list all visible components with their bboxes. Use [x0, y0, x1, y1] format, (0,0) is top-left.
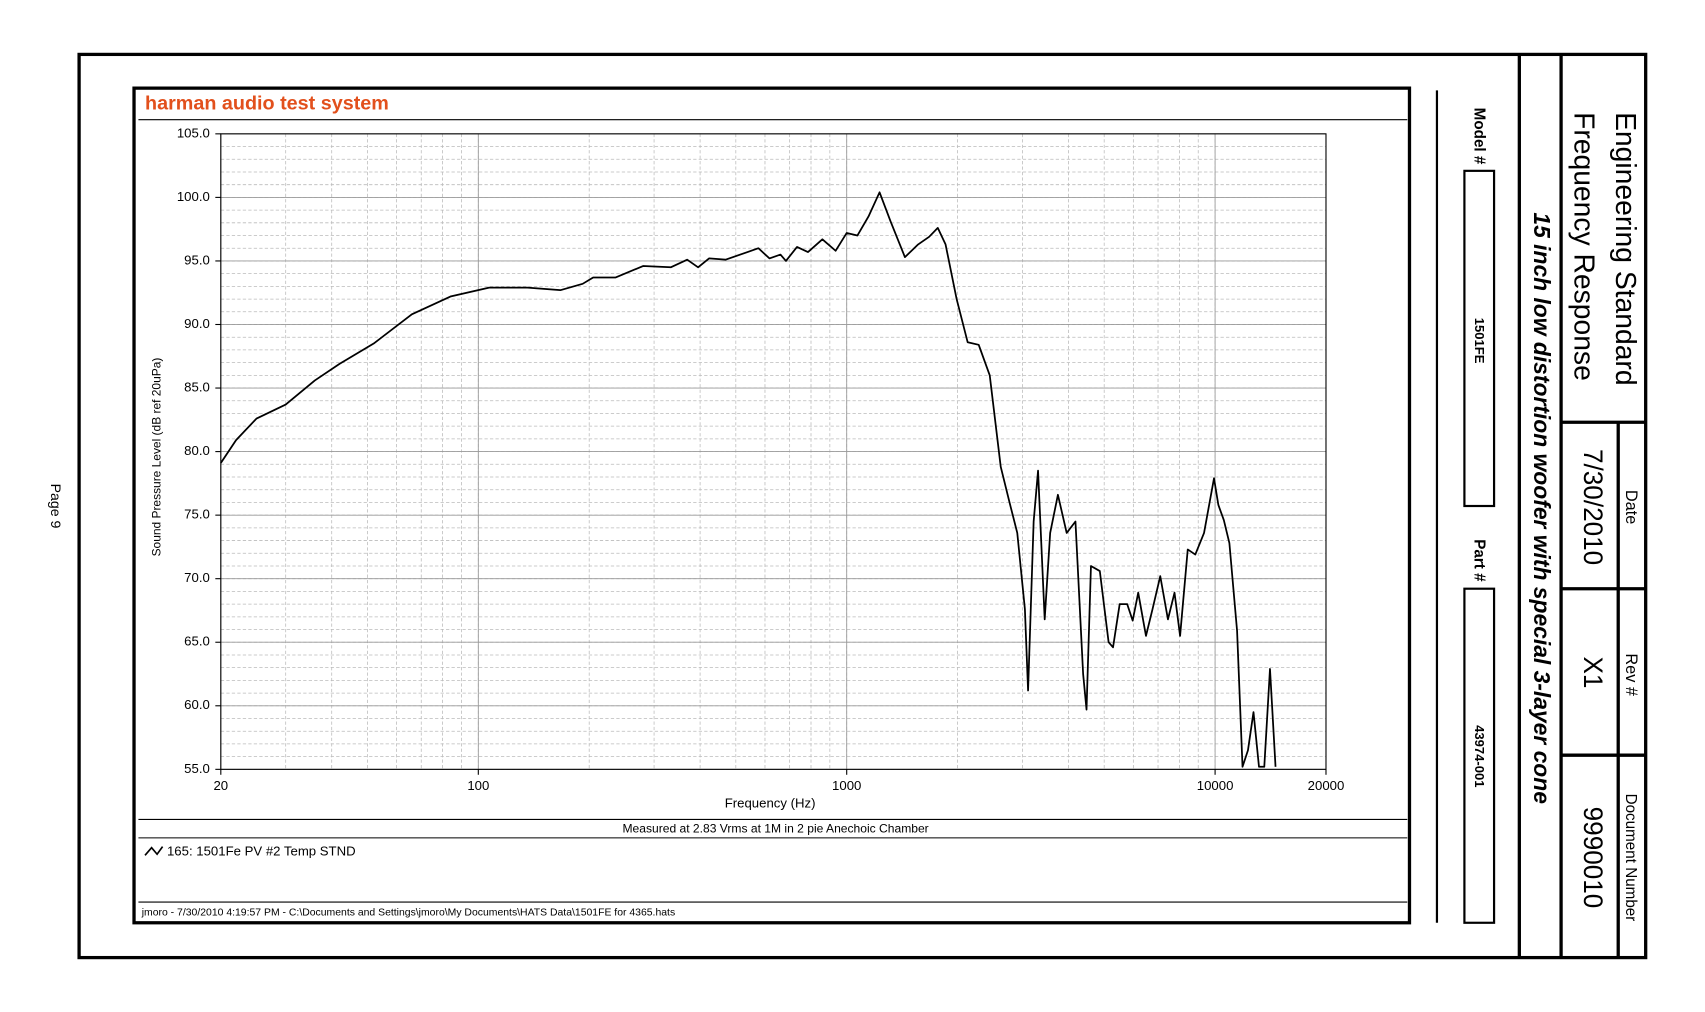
plot-area	[220, 133, 1327, 770]
x-tick-label: 20000	[1308, 778, 1345, 793]
page-border	[77, 52, 1648, 960]
part-label: Part #	[1471, 539, 1488, 582]
part-value: 43974-001	[1472, 725, 1487, 787]
x-tick-label: 1000	[832, 778, 861, 793]
date-label: Date	[1622, 490, 1640, 524]
y-tick-label: 95.0	[184, 252, 210, 267]
doc-value: 9990010	[1578, 807, 1608, 909]
y-tick-label: 80.0	[184, 443, 210, 458]
page-label: Page 9	[47, 484, 63, 529]
y-tick-label: 70.0	[184, 570, 210, 585]
y-tick-label: 55.0	[184, 761, 210, 776]
legend-entry: 165: 1501Fe PV #2 Temp STND	[167, 844, 356, 859]
model-box	[1463, 169, 1496, 508]
y-tick-label: 90.0	[184, 316, 210, 331]
part-box	[1463, 587, 1496, 924]
footer: jmoro - 7/30/2010 4:19:57 PM - C:\Docume…	[141, 908, 675, 919]
rev-label: Rev #	[1622, 653, 1640, 696]
annotation: Measured at 2.83 Vrms at 1M in 2 pie Ane…	[622, 821, 928, 835]
legend-icon	[144, 846, 164, 856]
y-tick-label: 100.0	[177, 189, 210, 204]
y-axis-label: Sound Pressure Level (dB ref 20uPa)	[149, 358, 163, 557]
y-tick-label: 85.0	[184, 380, 210, 395]
heading: Engineering Standard	[1609, 112, 1641, 386]
y-tick-label: 105.0	[177, 125, 210, 140]
model-label: Model #	[1471, 108, 1488, 165]
x-tick-label: 10000	[1197, 778, 1234, 793]
subheading: Frequency Response	[1567, 112, 1599, 381]
x-tick-label: 20	[213, 778, 228, 793]
date-value: 7/30/2010	[1578, 449, 1608, 565]
x-tick-label: 100	[467, 778, 489, 793]
rev-value: X1	[1578, 657, 1608, 689]
y-tick-label: 65.0	[184, 634, 210, 649]
chart-frame	[132, 86, 1412, 925]
model-value: 1501FE	[1472, 318, 1487, 364]
x-axis-label: Frequency (Hz)	[725, 796, 816, 811]
y-tick-label: 60.0	[184, 697, 210, 712]
description: 15 inch low distortion woofer with speci…	[1529, 212, 1555, 804]
y-tick-label: 75.0	[184, 507, 210, 522]
doc-label: Document Number	[1622, 794, 1639, 922]
chart-title: harman audio test system	[145, 93, 389, 115]
data-line	[220, 191, 1277, 768]
